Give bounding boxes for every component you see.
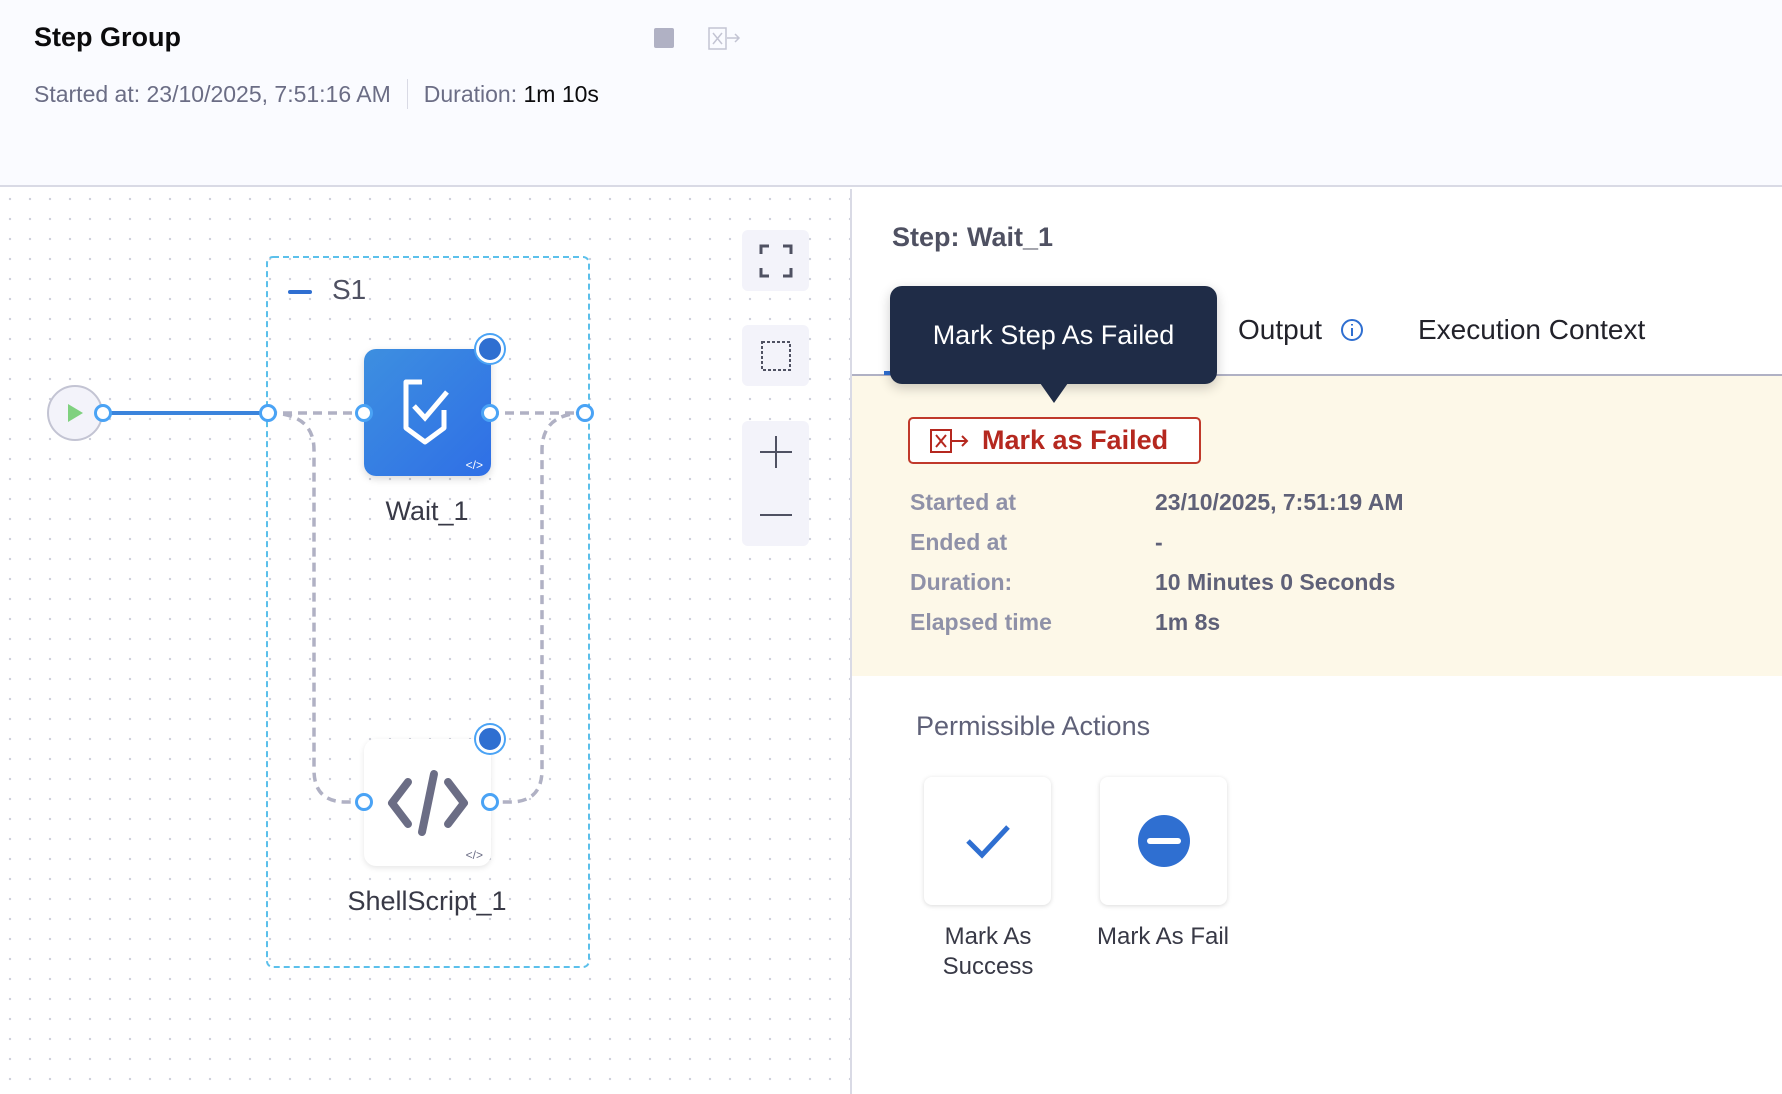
mark-failed-icon[interactable] [708, 27, 742, 51]
detail-value: 1m 8s [1155, 609, 1221, 635]
stop-icon[interactable] [654, 28, 674, 48]
select-area-icon [760, 340, 791, 371]
detail-label: Ended at [910, 529, 1008, 555]
detail-label: Elapsed time [910, 609, 1052, 635]
minus-circle-icon [1137, 815, 1190, 867]
zoom-controls [742, 421, 809, 546]
started-at: Started at: 23/10/2025, 7:51:16 AM [34, 80, 391, 107]
permissible-actions-title: Permissible Actions [916, 711, 1151, 741]
port [481, 793, 499, 811]
detail-label: Duration: [910, 569, 1013, 595]
header: Step Group Started at: 23/10/2025, 7:51:… [0, 0, 1782, 187]
checkmark-icon [965, 825, 1010, 859]
play-icon [68, 404, 83, 422]
shell-script-icon [387, 769, 468, 836]
edge-shell-out [490, 411, 586, 804]
separator [406, 79, 408, 109]
step-title: Step: Wait_1 [892, 222, 1054, 252]
detail-row: Elapsed time 1m 8s [910, 609, 1220, 636]
shellscript-step-label: ShellScript_1 [347, 886, 507, 916]
mark-as-failed-label: Mark as Failed [982, 425, 1169, 455]
tab-execution-context[interactable]: Execution Context [1418, 314, 1646, 345]
zoom-in-icon[interactable] [759, 435, 793, 469]
step-group-border [266, 256, 590, 968]
shellscript-step-node[interactable]: </> [364, 739, 491, 866]
mark-as-failed-button[interactable]: Mark as Failed [908, 417, 1201, 464]
code-icon: </> [465, 848, 483, 862]
panel-divider[interactable] [850, 189, 852, 1094]
wait-icon [403, 379, 449, 444]
header-meta: Started at: 23/10/2025, 7:51:16 AM Durat… [34, 79, 599, 109]
collapse-group-icon[interactable] [288, 290, 312, 294]
page-title: Step Group [34, 22, 181, 52]
tab-output[interactable]: Output [1238, 314, 1323, 345]
wait-step-label: Wait_1 [385, 496, 469, 526]
start-node[interactable] [47, 385, 103, 441]
fit-screen-button[interactable] [742, 230, 809, 291]
tabs-divider [852, 374, 1782, 376]
port [576, 404, 594, 422]
group-label: S1 [332, 274, 367, 305]
wait-step-node[interactable]: </> [364, 349, 491, 476]
detail-row: Duration: 10 Minutes 0 Seconds [910, 569, 1395, 596]
info-icon[interactable] [1340, 318, 1364, 342]
pipeline-canvas[interactable] [0, 189, 851, 1094]
port [481, 404, 499, 422]
mark-as-fail-button[interactable] [1100, 777, 1227, 905]
running-status-icon [476, 335, 504, 363]
pipeline-edges [103, 256, 590, 968]
duration-label: Duration: [423, 80, 518, 107]
port [355, 793, 373, 811]
detail-value: - [1155, 529, 1163, 555]
port [94, 404, 112, 422]
detail-row: Ended at - [910, 529, 1163, 556]
tooltip-arrow [1040, 383, 1068, 403]
mark-as-success-button[interactable] [924, 777, 1051, 905]
zoom-out-icon[interactable] [759, 498, 793, 532]
detail-value: 10 Minutes 0 Seconds [1155, 569, 1396, 595]
port [355, 404, 373, 422]
duration-value: 1m 10s [523, 80, 599, 107]
detail-value: 23/10/2025, 7:51:19 AM [1155, 489, 1404, 515]
fit-screen-icon [759, 244, 792, 277]
select-area-button[interactable] [742, 325, 809, 386]
mark-as-fail-label: Mark As Fail [1096, 923, 1230, 950]
mark-failed-icon [930, 428, 969, 453]
edge-shell-in [267, 411, 364, 804]
port [259, 404, 277, 422]
running-status-icon [476, 725, 504, 753]
tooltip: Mark Step As Failed [890, 286, 1217, 384]
detail-label: Started at [910, 489, 1017, 515]
code-icon: </> [465, 458, 483, 472]
detail-row: Started at 23/10/2025, 7:51:19 AM [910, 489, 1403, 516]
mark-as-success-label: Mark As Success [942, 923, 1034, 980]
